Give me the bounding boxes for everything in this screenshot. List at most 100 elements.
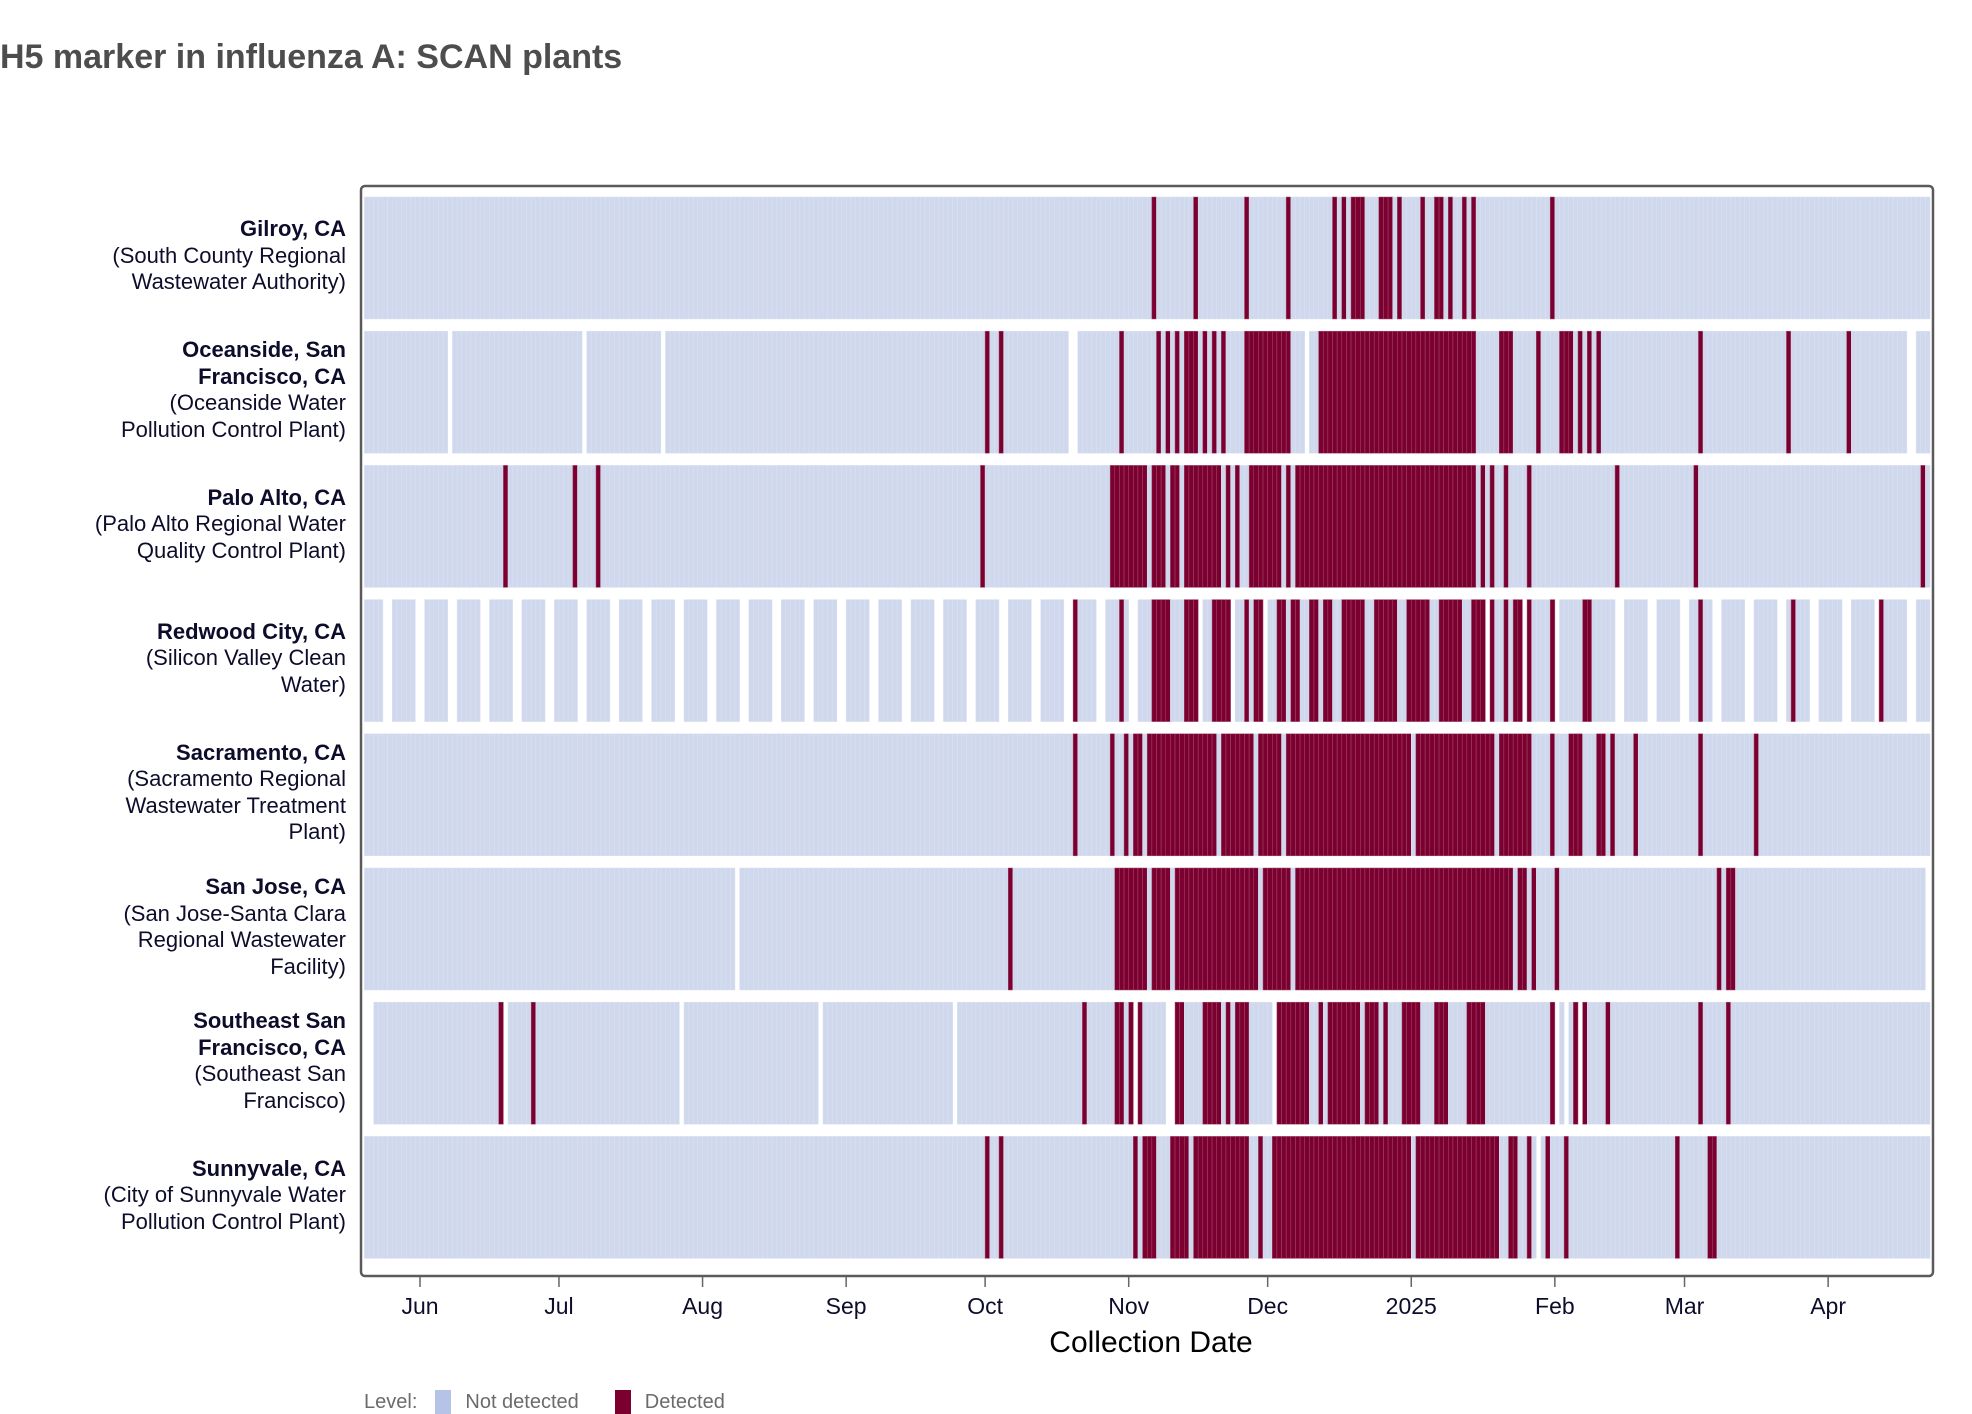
- cell-not-detected: [679, 867, 685, 991]
- cell-not-detected: [1049, 1001, 1055, 1125]
- cell-detected: [1452, 330, 1458, 454]
- cell-detected: [1327, 1001, 1333, 1125]
- cell-detected: [1281, 1136, 1287, 1259]
- cell-not-detected: [920, 1001, 926, 1125]
- cell-not-detected: [832, 465, 838, 588]
- cell-not-detected: [447, 465, 453, 588]
- cell-not-detected: [706, 733, 713, 857]
- cell-not-detected: [475, 1136, 481, 1259]
- cell-detected: [1332, 196, 1338, 320]
- cell-not-detected: [1267, 196, 1273, 320]
- cell-not-detected: [743, 1136, 750, 1259]
- cell-detected: [1411, 599, 1417, 722]
- cell-detected: [1480, 465, 1486, 588]
- cell-detected: [1114, 465, 1120, 588]
- cell-detected: [1434, 733, 1440, 857]
- cell-not-detected: [378, 1001, 384, 1125]
- cell-not-detected: [822, 867, 828, 991]
- cell-not-detected: [1730, 599, 1736, 722]
- cell-not-detected: [1670, 465, 1676, 588]
- cell-detected: [1350, 196, 1356, 320]
- x-axis: Jun Jul Aug Sep Oct Nov Dec 2025 Feb Mar Apr: [401, 1277, 1846, 1319]
- cell-detected: [1225, 733, 1231, 857]
- cell-not-detected: [975, 330, 981, 454]
- cell-detected: [1517, 733, 1523, 857]
- cell-not-detected: [415, 465, 421, 588]
- cell-detected: [1577, 733, 1583, 857]
- cell-not-detected: [1160, 1136, 1166, 1259]
- cell-not-detected: [1587, 867, 1593, 991]
- cell-not-detected: [1749, 465, 1755, 588]
- cell-not-detected: [591, 1001, 597, 1125]
- cell-not-detected: [1499, 1001, 1505, 1125]
- cell-not-detected: [415, 196, 421, 320]
- cell-not-detected: [1851, 196, 1857, 320]
- cell-not-detected: [1045, 599, 1051, 722]
- cell-not-detected: [1207, 599, 1213, 722]
- cell-detected: [1392, 733, 1398, 857]
- cell-not-detected: [785, 733, 791, 857]
- cell-not-detected: [401, 196, 407, 320]
- cell-detected: [1133, 1136, 1139, 1259]
- cell-not-detected: [567, 330, 574, 454]
- cell-not-detected: [1443, 196, 1449, 320]
- cell-not-detected: [1137, 599, 1143, 722]
- cell-not-detected: [1587, 1001, 1593, 1125]
- cell-detected: [1290, 1001, 1296, 1125]
- cell-not-detected: [984, 1001, 990, 1125]
- plant-name: (San Jose-Santa Clara: [123, 900, 346, 926]
- cell-not-detected: [1874, 196, 1880, 320]
- cell-not-detected: [1605, 867, 1611, 991]
- cell-not-detected: [1851, 1136, 1857, 1259]
- cell-not-detected: [1855, 1136, 1861, 1259]
- cell-not-detected: [489, 867, 495, 991]
- cell-detected: [1443, 330, 1449, 454]
- cell-detected: [1387, 465, 1393, 588]
- cell-not-detected: [628, 196, 634, 320]
- cell-detected: [1438, 1001, 1444, 1125]
- cell-not-detected: [1925, 599, 1931, 722]
- cell-detected: [1369, 1136, 1375, 1259]
- cell-not-detected: [1276, 196, 1282, 320]
- cell-not-detected: [725, 1001, 731, 1125]
- cell-not-detected: [961, 867, 967, 991]
- cell-detected: [1577, 330, 1583, 454]
- cell-not-detected: [832, 733, 838, 857]
- cell-not-detected: [1800, 196, 1806, 320]
- cell-not-detected: [1063, 196, 1069, 320]
- cell-not-detected: [1642, 599, 1648, 722]
- cell-detected: [1202, 1136, 1208, 1259]
- cell-detected: [1350, 733, 1356, 857]
- cell-detected: [1174, 465, 1180, 588]
- cell-not-detected: [1600, 196, 1607, 320]
- cell-not-detected: [429, 1001, 435, 1125]
- cell-not-detected: [1434, 599, 1440, 722]
- cell-not-detected: [1369, 196, 1375, 320]
- cell-detected: [1549, 1001, 1556, 1125]
- cell-not-detected: [716, 867, 722, 991]
- cell-not-detected: [1012, 599, 1018, 722]
- cell-not-detected: [1763, 867, 1769, 991]
- site-label: Southeast San Francisco, CA (Southeast San…: [0, 1008, 346, 1114]
- cell-detected: [1355, 599, 1361, 722]
- cell-not-detected: [429, 867, 435, 991]
- cell-not-detected: [822, 599, 828, 722]
- cell-not-detected: [943, 196, 949, 320]
- cell-not-detected: [1647, 1136, 1653, 1259]
- cell-detected: [1285, 330, 1292, 454]
- cell-not-detected: [845, 196, 852, 320]
- cell-not-detected: [818, 733, 824, 857]
- cell-not-detected: [642, 733, 648, 857]
- cell-not-detected: [1512, 196, 1519, 320]
- cell-not-detected: [1781, 465, 1787, 588]
- cell-not-detected: [970, 330, 977, 454]
- cell-not-detected: [669, 1136, 676, 1259]
- cell-detected: [1790, 599, 1796, 722]
- cell-detected: [1202, 733, 1208, 857]
- cell-not-detected: [429, 733, 435, 857]
- site-name: Sunnyvale, CA: [191, 1155, 346, 1181]
- cell-not-detected: [1035, 867, 1041, 991]
- cell-not-detected: [1012, 1001, 1018, 1125]
- cell-not-detected: [572, 196, 578, 320]
- cell-not-detected: [961, 1136, 967, 1259]
